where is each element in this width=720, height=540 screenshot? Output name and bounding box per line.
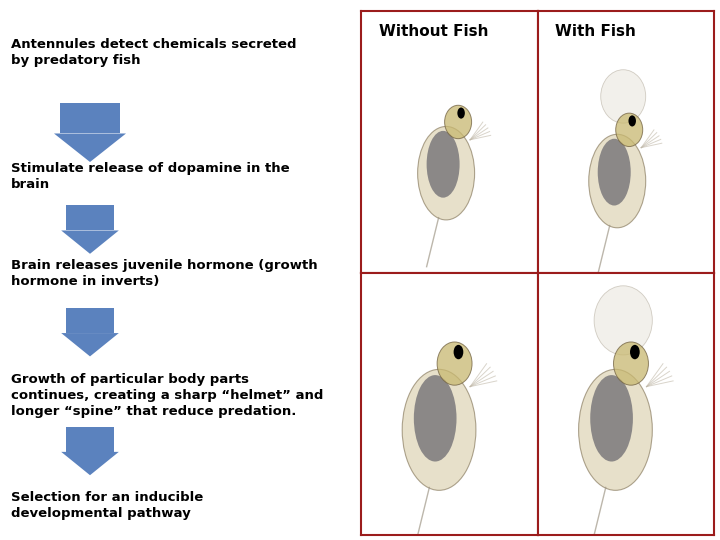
Ellipse shape	[445, 105, 472, 139]
Ellipse shape	[613, 342, 649, 385]
Text: Antennules detect chemicals secreted
by predatory fish: Antennules detect chemicals secreted by …	[11, 38, 297, 67]
Text: Stimulate release of dopamine in the
brain: Stimulate release of dopamine in the bra…	[11, 162, 289, 191]
Polygon shape	[61, 452, 119, 475]
Text: Selection for an inducible
developmental pathway: Selection for an inducible developmental…	[11, 491, 203, 521]
Circle shape	[629, 116, 636, 126]
Ellipse shape	[402, 369, 476, 490]
Polygon shape	[61, 333, 119, 356]
Circle shape	[454, 345, 463, 359]
Ellipse shape	[579, 369, 652, 490]
Polygon shape	[54, 133, 126, 162]
Text: With Fish: With Fish	[556, 24, 636, 39]
Ellipse shape	[437, 342, 472, 385]
Ellipse shape	[589, 134, 646, 228]
Ellipse shape	[414, 375, 456, 462]
Text: Brain releases juvenile hormone (growth
hormone in inverts): Brain releases juvenile hormone (growth …	[11, 259, 318, 288]
Ellipse shape	[598, 139, 631, 206]
Text: Growth of particular body parts
continues, creating a sharp “helmet” and
longer : Growth of particular body parts continue…	[11, 373, 323, 417]
Polygon shape	[66, 308, 114, 333]
Ellipse shape	[590, 375, 633, 462]
Ellipse shape	[600, 70, 646, 123]
Polygon shape	[60, 103, 120, 133]
Ellipse shape	[427, 131, 459, 198]
Polygon shape	[66, 427, 114, 452]
Ellipse shape	[616, 113, 643, 146]
Ellipse shape	[418, 126, 474, 220]
Text: Without Fish: Without Fish	[379, 24, 489, 39]
Circle shape	[457, 107, 465, 119]
Circle shape	[630, 345, 639, 359]
Ellipse shape	[594, 286, 652, 355]
Polygon shape	[66, 205, 114, 231]
Polygon shape	[61, 231, 119, 254]
